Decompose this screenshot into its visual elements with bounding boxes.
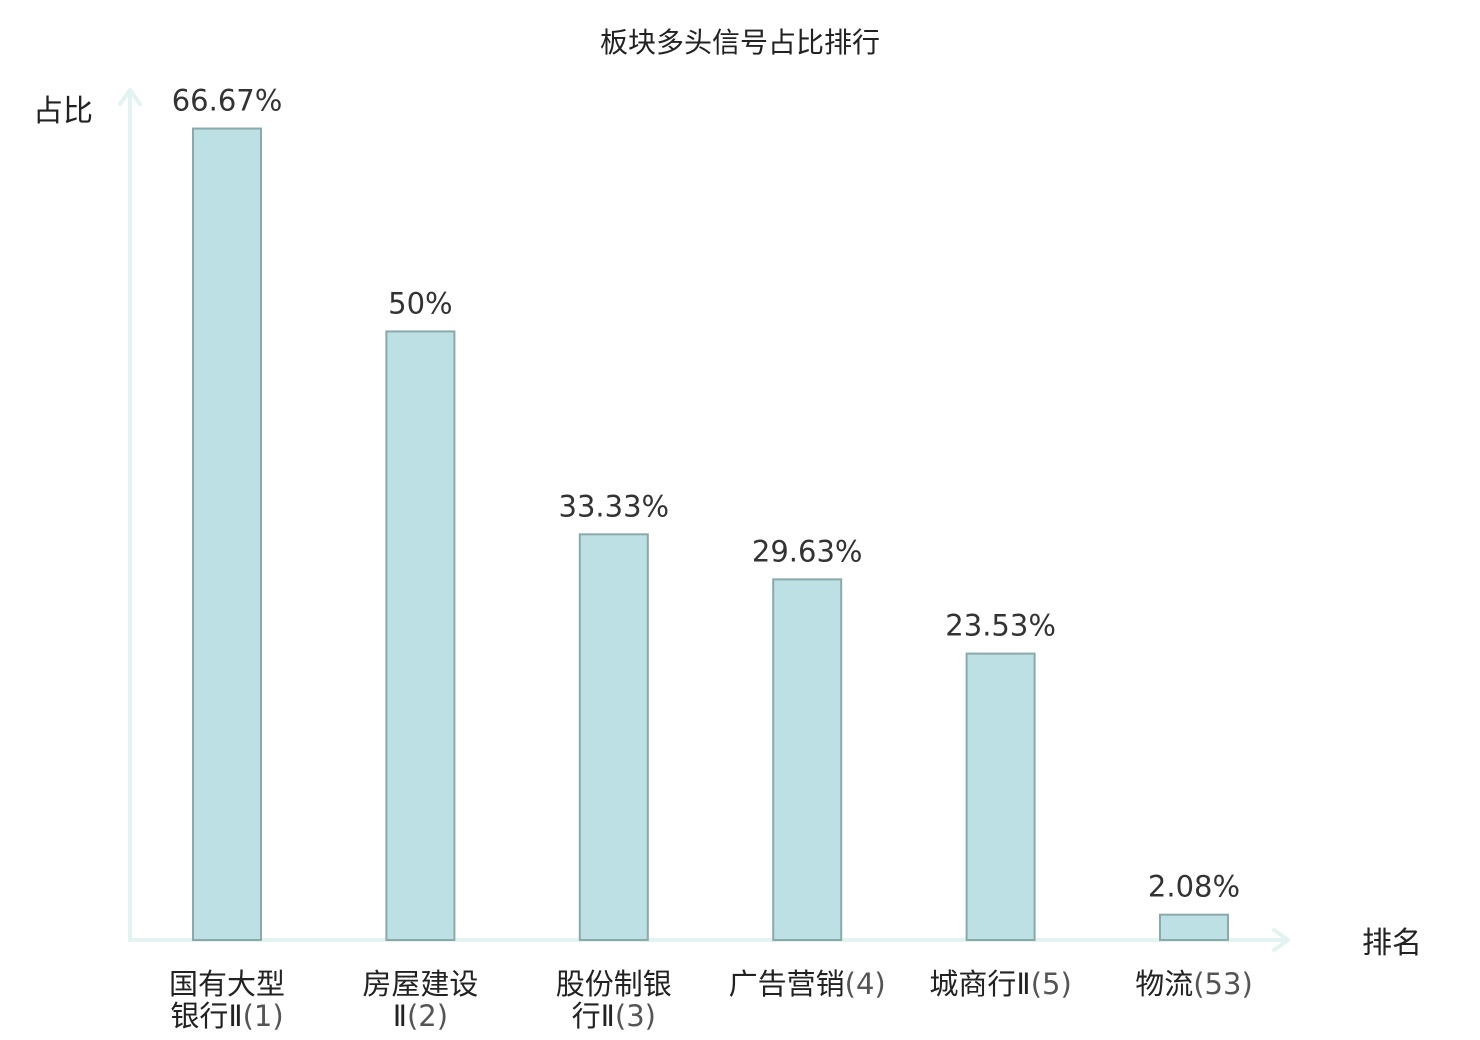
bar-3 [772,578,843,942]
category-label-line: 股份制银 [556,967,672,1001]
category-label-line: 国有大型 [169,967,285,1001]
y-axis-arrow [118,88,142,106]
category-rank: (4) [845,967,886,1001]
category-rank: (2) [407,999,448,1033]
category-label-line: 银行Ⅱ [170,999,242,1033]
value-label-1: 50% [388,286,452,320]
category-label-line: 物流 [1135,967,1193,1001]
category-rank: (3) [615,999,656,1033]
category-label-2: 股份制银行Ⅱ(3) [556,967,672,1033]
value-label-3: 29.63% [752,534,863,568]
bar-4 [965,652,1036,941]
category-label-line: 城商行Ⅱ [929,967,1030,1001]
bar-5 [1159,913,1229,941]
bar-0 [192,127,262,941]
value-label-5: 2.08% [1148,870,1240,904]
chart-title: 板块多头信号占比排行 [600,26,880,59]
value-label-0: 66.67% [172,84,283,118]
category-rank: (53) [1193,967,1253,1001]
category-label-5: 物流(53) [1135,967,1253,1001]
category-rank: (1) [243,999,284,1033]
x-axis-arrow [1272,928,1290,952]
value-label-4: 23.53% [945,609,1056,643]
value-label-2: 33.33% [559,489,670,523]
category-label-0: 国有大型银行Ⅱ(1) [169,967,285,1033]
category-labels: 国有大型银行Ⅱ(1)房屋建设 Ⅱ(2)股份制银行Ⅱ(3)广告营销(4) 城商行Ⅱ(5… [169,967,1253,1033]
value-labels: 66.67% 50% 33.33% 29.63% 23.53% 2.08% [172,84,1240,904]
category-rank: (5) [1031,967,1072,1001]
category-label-line: 房屋建设 [362,967,478,1001]
bar-1 [385,330,456,941]
category-label-line: 广告营销 [729,967,845,1001]
y-axis-label: 占比 [33,94,93,129]
bars [192,127,1229,942]
category-label-line: 行Ⅱ [572,999,615,1033]
category-label-1: 房屋建设 Ⅱ(2) [362,967,478,1033]
x-axis-label: 排名 [1362,926,1422,961]
category-label-3: 广告营销(4) [729,967,886,1001]
category-label-4: 城商行Ⅱ(5) [929,967,1071,1001]
bar-2 [578,533,649,941]
axes [118,88,1290,952]
category-label-line: Ⅱ [393,999,407,1033]
